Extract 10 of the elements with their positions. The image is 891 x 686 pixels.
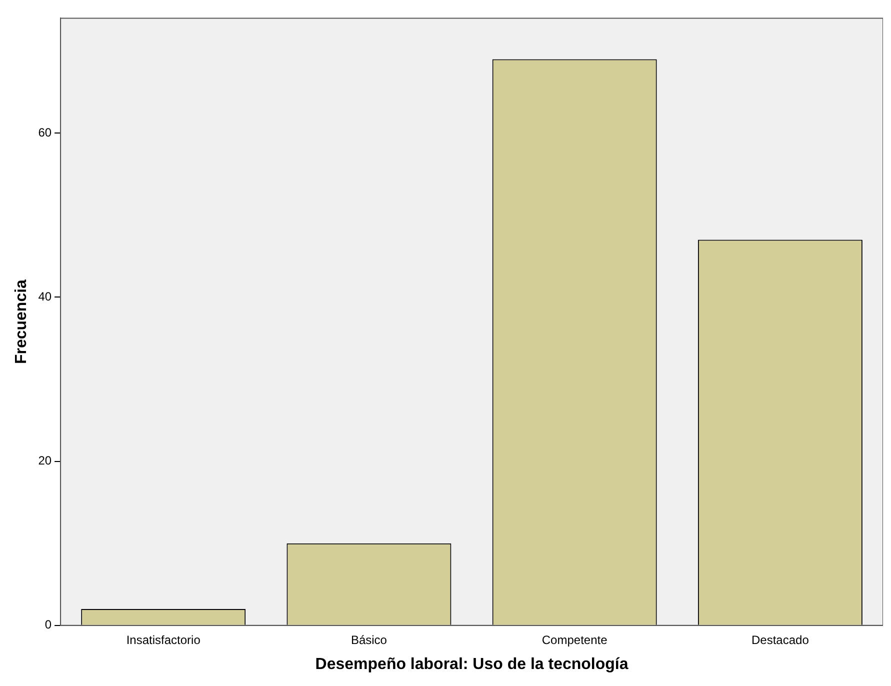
x-axis-title: Desempeño laboral: Uso de la tecnología bbox=[315, 656, 628, 673]
y-tick-label: 40 bbox=[38, 289, 52, 304]
y-tick-label: 0 bbox=[44, 618, 52, 632]
x-tick-label: Insatisfactorio bbox=[126, 632, 201, 647]
y-axis-title: Frecuencia bbox=[13, 279, 30, 364]
x-tick-label: Destacado bbox=[752, 632, 810, 647]
x-tick-label: Competente bbox=[542, 632, 608, 647]
y-tick-label: 20 bbox=[38, 454, 52, 468]
y-tick-label: 60 bbox=[38, 125, 52, 140]
x-tick-label: Básico bbox=[350, 632, 388, 647]
